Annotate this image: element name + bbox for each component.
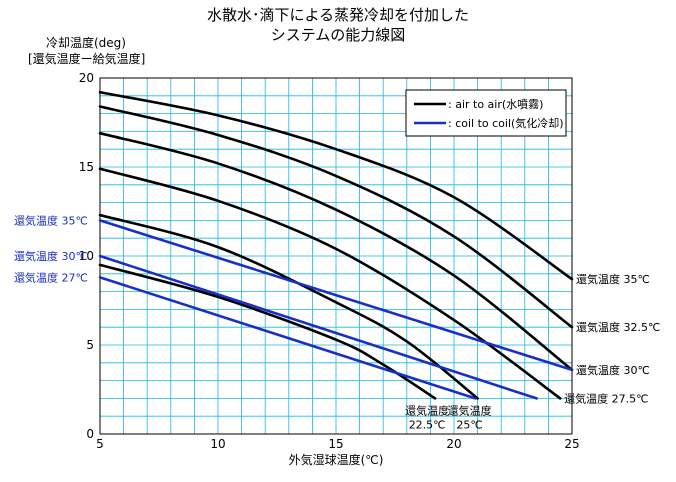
series-label-coil-to-coil-8: 還気温度 27℃ (14, 270, 88, 284)
y-tick-label: 10 (79, 249, 94, 263)
series-labels: 還気温度 35℃ 還気温度 32.5℃ 還気温度 30℃ 還気温度 27.5℃ 還気温度… (14, 213, 660, 431)
chart-title-line-1: 水散水･滴下による蒸発冷却を付加した (206, 6, 470, 24)
series-label-coil-to-coil-6: 還気温度 35℃ (14, 213, 88, 227)
legend: : air to air(水噴霧) : coil to coil(気化冷却) (405, 89, 567, 137)
series-label-air-to-air-4-value: 25℃ (456, 418, 482, 431)
series-label-air-to-air-0: 還気温度 35℃ (576, 272, 650, 286)
series-label-air-to-air-2: 還気温度 30℃ (576, 363, 650, 377)
series-label-air-to-air-1: 還気温度 32.5℃ (576, 320, 660, 334)
series-line-air-to-air-3 (98, 167, 562, 400)
x-tick-label: 10 (210, 437, 225, 451)
series-line-air-to-air-1 (98, 105, 574, 329)
y-tick-label: 15 (79, 160, 94, 174)
x-tick-label: 5 (96, 437, 104, 451)
y-tick-label: 5 (86, 338, 94, 352)
series-line-coil-to-coil-7 (98, 254, 538, 400)
series-line-coil-to-coil-6 (98, 219, 574, 372)
x-tick-label: 15 (328, 437, 343, 451)
series-label-air-to-air-5: 還気温度 (405, 403, 449, 417)
legend-box (405, 89, 567, 137)
grid (99, 77, 573, 435)
y-tick-label: 20 (79, 71, 94, 85)
series-label-coil-to-coil-7: 還気温度 30℃ (14, 249, 88, 263)
x-axis-label: 外気湿球温度(℃) (289, 452, 384, 467)
series-line-air-to-air-5 (98, 263, 437, 400)
series-line-air-to-air-0 (98, 90, 574, 281)
legend-label-air-to-air: : air to air(水噴霧) (448, 98, 543, 111)
y-axis-label-line-2: [還気温度ー給気温度] (28, 52, 146, 66)
series-group (98, 90, 574, 400)
y-axis-label-line-1: 冷却温度(deg) (46, 36, 126, 50)
legend-label-coil-to-coil: : coil to coil(気化冷却) (448, 116, 564, 130)
series-label-air-to-air-5-value: 22.5℃ (409, 418, 446, 431)
series-label-air-to-air-3: 還気温度 27.5℃ (564, 391, 648, 405)
series-line-air-to-air-4 (98, 213, 479, 400)
series-label-air-to-air-4: 還気温度 (448, 403, 492, 417)
series-line-air-to-air-2 (98, 131, 574, 372)
y-tick-label: 0 (86, 427, 94, 441)
chart-title-line-2: システムの能力線図 (270, 26, 406, 44)
series-line-coil-to-coil-8 (98, 276, 477, 400)
x-tick-label: 20 (446, 437, 461, 451)
x-tick-label: 25 (564, 437, 579, 451)
